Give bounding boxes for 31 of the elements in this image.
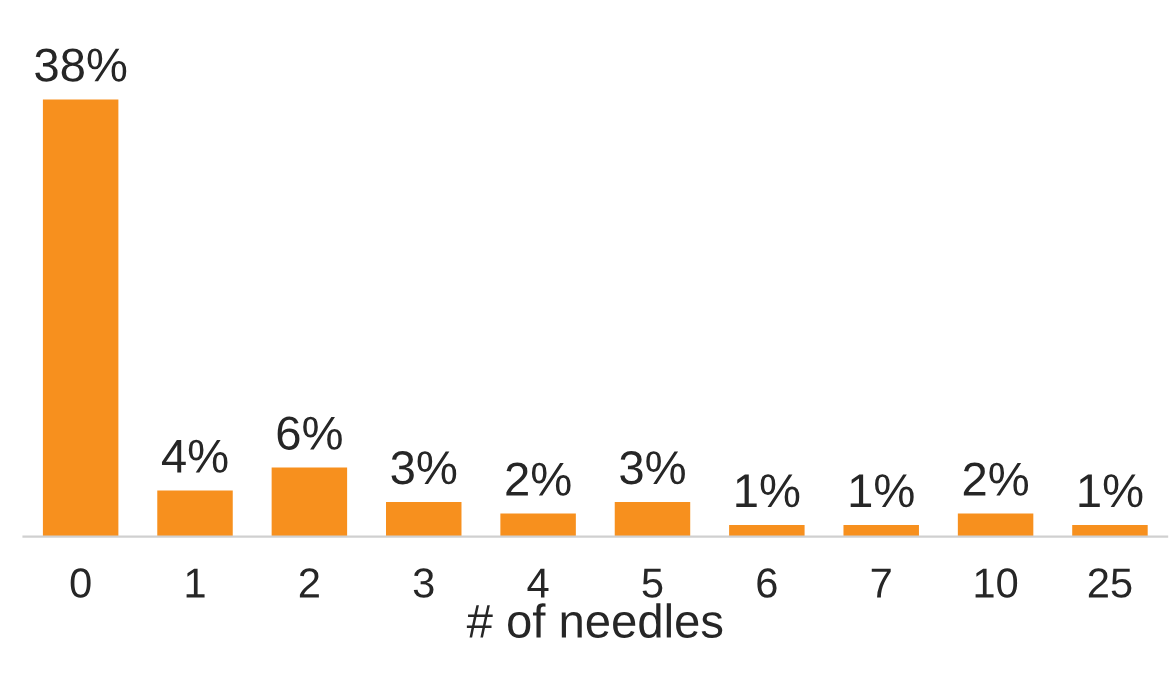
x-tick-label: 6 [757,568,777,598]
x-tick-label: 3 [413,568,434,598]
x-tick-label: 2 [299,568,319,598]
data-label: 2% [506,462,571,496]
bar [386,502,462,537]
x-tick-label: 10 [975,568,1018,598]
x-tick-label: 25 [1088,568,1132,598]
bar [271,467,348,537]
bar [729,525,805,537]
data-label: 38% [35,48,127,82]
bar [843,525,919,537]
data-label: 4% [161,439,228,473]
data-label: 6% [277,416,342,450]
x-tick-label: 0 [70,568,91,598]
data-label: 3% [620,451,685,485]
bar [957,513,1034,537]
x-tick-label: 1 [186,568,205,598]
x-tick-label: 7 [871,568,891,598]
data-label: 1% [736,474,800,508]
x-tick-label: 4 [527,568,549,598]
bar [500,513,576,537]
bar [157,490,233,537]
data-label: 2% [963,462,1029,496]
data-label: 1% [850,474,914,508]
bar [42,99,119,537]
x-axis-title: # of needles [466,603,723,638]
bar [1072,525,1148,537]
data-label: 3% [391,451,457,485]
x-tick-label: 5 [642,568,663,598]
bar [614,502,691,537]
data-label: 1% [1079,474,1143,508]
